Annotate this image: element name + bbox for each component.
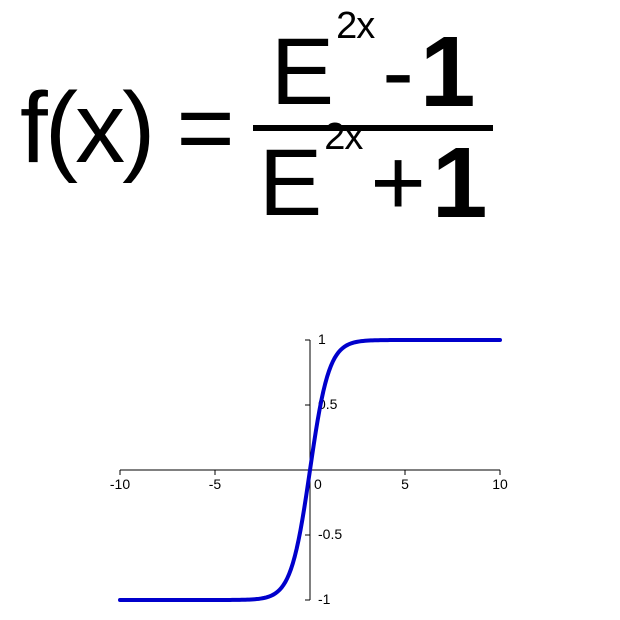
- svg-text:-5: -5: [209, 476, 222, 492]
- lhs-var: x: [75, 72, 122, 184]
- denominator: E2x+1: [253, 131, 494, 236]
- den-exp: 2x: [324, 118, 362, 158]
- numerator: E2x-1: [265, 20, 482, 125]
- svg-text:-1: -1: [318, 591, 331, 607]
- fraction: E2x-1 E2x+1: [253, 20, 494, 236]
- num-op: -: [382, 23, 414, 123]
- den-base: E: [259, 134, 322, 234]
- svg-text:5: 5: [401, 476, 409, 492]
- svg-text:-0.5: -0.5: [318, 526, 342, 542]
- lhs-f: f: [20, 72, 45, 184]
- den-op: +: [370, 134, 425, 234]
- svg-text:1: 1: [318, 331, 326, 347]
- chart-svg: -10-50510-1-0.50.51: [120, 340, 500, 600]
- svg-text:10: 10: [492, 476, 508, 492]
- formula-lhs: f(x): [20, 78, 152, 178]
- formula: f(x) = E2x-1 E2x+1: [20, 20, 493, 236]
- tanh-chart: -10-50510-1-0.50.51: [120, 340, 500, 600]
- page: f(x) = E2x-1 E2x+1 -10-50510-1-0.50.51: [0, 0, 620, 620]
- svg-text:0: 0: [314, 476, 322, 492]
- equals-sign: =: [176, 71, 234, 186]
- num-base: E: [271, 23, 334, 123]
- lhs-close: ): [122, 72, 152, 184]
- num-exp: 2x: [336, 7, 374, 47]
- num-one: 1: [420, 20, 476, 125]
- den-one: 1: [432, 131, 488, 236]
- svg-text:-10: -10: [110, 476, 130, 492]
- lhs-open: (: [45, 72, 75, 184]
